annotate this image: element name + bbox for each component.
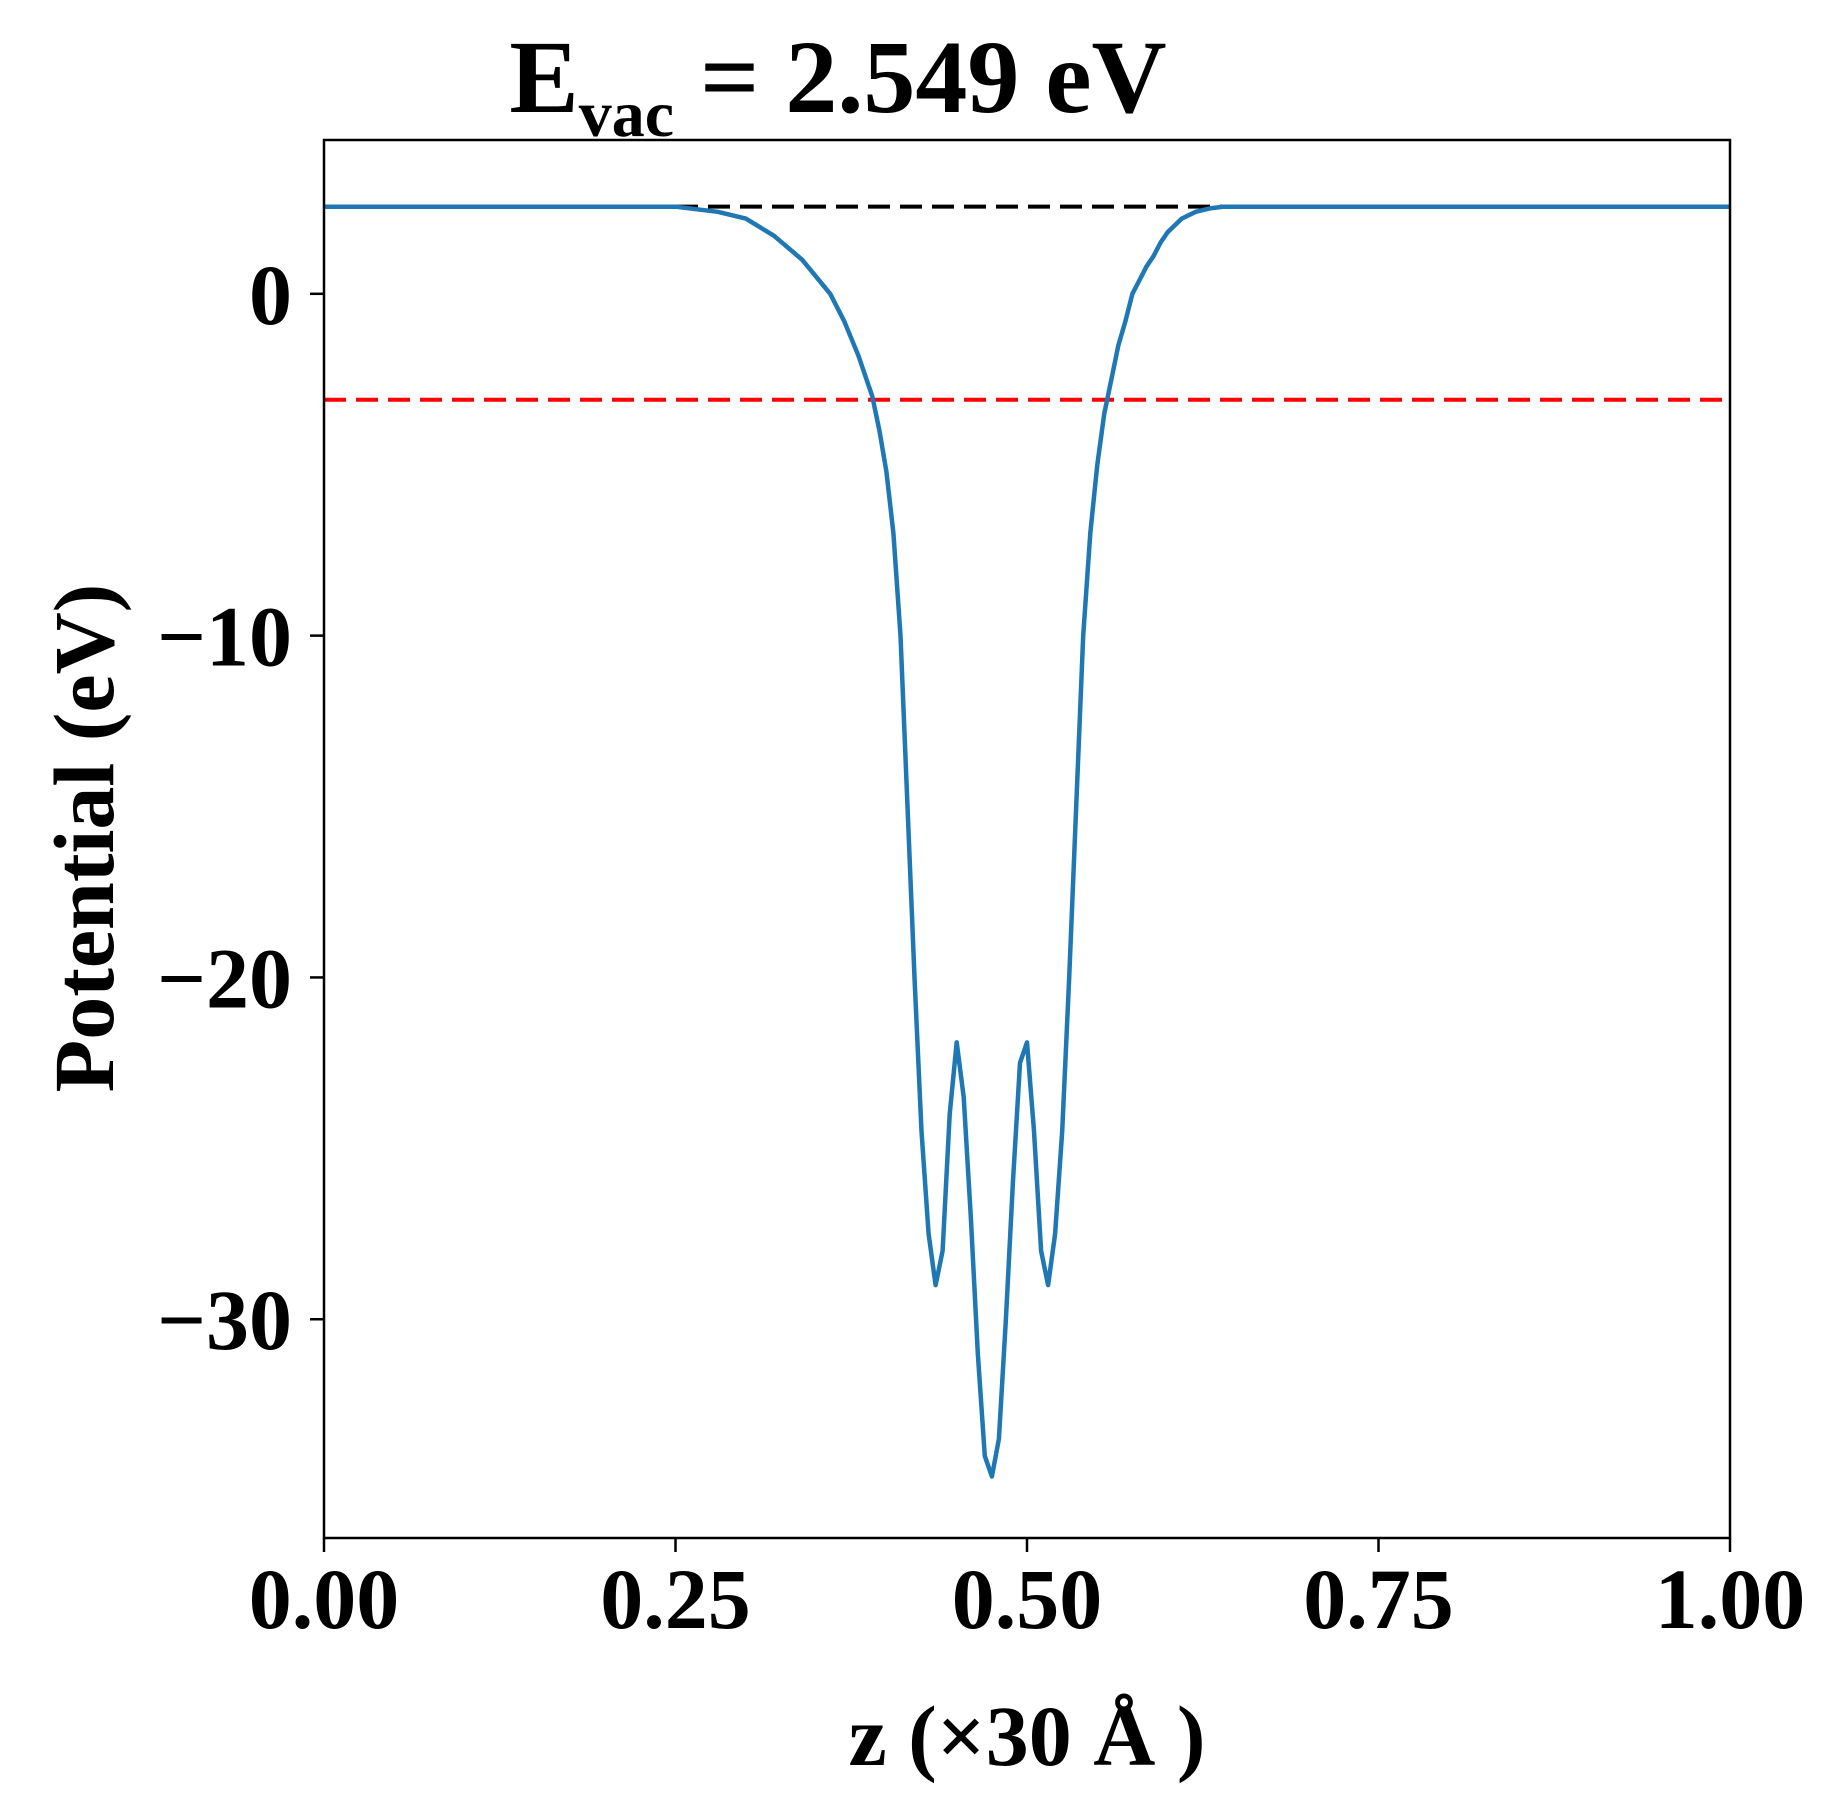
y-axis-ticks: 0 −10 −20 −30: [157, 247, 324, 1368]
series-line-1: [324, 204, 1730, 1479]
y-tick-label: 0: [249, 247, 292, 343]
title-main: E: [509, 20, 578, 135]
y-axis-label: Potential (eV): [36, 584, 132, 1093]
x-tick-label: 0.50: [952, 1551, 1103, 1647]
x-tick-label: 0.25: [600, 1551, 751, 1647]
reference-lines: [324, 204, 1730, 402]
y-tick-label: −20: [157, 930, 292, 1026]
y-tick-label: −10: [157, 589, 292, 685]
x-tick-label: 0.75: [1303, 1551, 1454, 1647]
x-tick-label: 1.00: [1655, 1551, 1806, 1647]
series-layer: [324, 204, 1730, 1479]
x-axis-ticks: 0.00 0.25 0.50 0.75 1.00: [249, 1538, 1806, 1647]
chart-title: Evac = 2.549 eV: [509, 20, 1166, 151]
x-tick-label: 0.00: [249, 1551, 400, 1647]
plot-frame: [322, 138, 1732, 1540]
title-suffix: = 2.549 eV: [674, 20, 1167, 135]
y-tick-label: −30: [157, 1272, 292, 1368]
x-axis-label: z (×30 Å ): [848, 1688, 1205, 1784]
